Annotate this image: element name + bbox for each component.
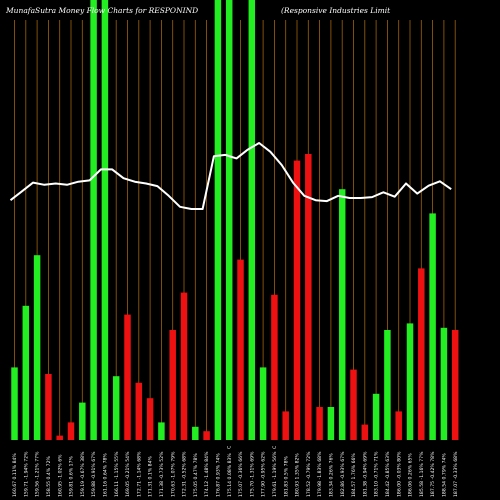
- x-tick-label: 179.61 -1.19% 56%: [272, 451, 278, 497]
- bar-12: [135, 382, 143, 440]
- x-tick-label: 188.54 0.79% 74%: [442, 453, 448, 497]
- bar-27: [305, 154, 312, 440]
- x-tick-label: 177.90 -0.95% 62%: [261, 451, 267, 497]
- x-tick-label: 184.42 -0.85% 63%: [385, 451, 391, 497]
- bar-19: [214, 0, 222, 440]
- bar-15: [169, 330, 176, 440]
- bar-30: [338, 189, 346, 440]
- bar-37: [418, 268, 425, 440]
- x-tick-label: 186.06 0.26% 65%: [408, 453, 414, 497]
- x-tick-labels: 160.67 0.11% 84% 159.71 -1.94% 72% 159.56 …: [12, 451, 459, 497]
- x-tick-label: 181.83 0.5% 78%: [283, 455, 289, 497]
- bar-35: [395, 411, 402, 440]
- x-tick-label: 166.11 -1.15% 55%: [114, 451, 120, 497]
- bar-6: [67, 422, 75, 440]
- bar-5: [56, 435, 63, 440]
- bar-16: [180, 292, 188, 440]
- bar-13: [146, 398, 154, 440]
- bar-26: [293, 160, 301, 440]
- mid-label: C: [227, 446, 233, 449]
- x-tick-label: 174.12 -1.48% 84%: [204, 451, 210, 497]
- bar-31: [350, 369, 357, 440]
- bar-7: [79, 402, 86, 440]
- bar-24: [271, 294, 278, 440]
- chart-title: MunafaSutra Money Flow Charts for RESPON…: [6, 6, 199, 15]
- x-tick-label: 175.14 0.08% 83%: [227, 453, 233, 497]
- x-tick-label: 161.16 0.64% 78%: [103, 453, 109, 497]
- x-tick-label: 175.07 -0.36% 66%: [238, 451, 244, 497]
- x-tick-label: 183.10 -0.71% 71%: [374, 451, 380, 497]
- x-tick-label: 169.05 -0.21% 54%: [125, 451, 131, 497]
- x-tick-label: 182.86 -0.93% 67%: [340, 451, 346, 497]
- chart-subtitle: (Responsive Industries Limit: [281, 6, 391, 15]
- bar-18: [203, 431, 210, 440]
- x-tick-label: 186.00 -0.03% 80%: [396, 451, 402, 497]
- x-tick-label: 160.95 -1.02% 6%: [57, 454, 63, 497]
- x-tick-label: 160.67 0.11% 84%: [12, 453, 18, 497]
- x-tick-label: 175.70 -1.31% 69%: [249, 451, 255, 497]
- bar-11: [124, 314, 131, 440]
- x-tick-label: 172.31 -0.52% 68%: [182, 451, 188, 497]
- x-tick-label: 180.93 1.35% 82%: [295, 453, 301, 497]
- x-tick-label: 159.19 -0.67% 38%: [80, 451, 86, 497]
- bar-1: [11, 367, 18, 440]
- x-tick-label: 170.63 -1.07% 79%: [170, 451, 176, 497]
- x-tick-label: 176.87 0.93% 74%: [216, 453, 222, 497]
- bar-20: [225, 0, 233, 440]
- bar-17: [192, 426, 199, 440]
- bar-14: [158, 422, 165, 440]
- x-tick-label: 172.71 -1.14% 68%: [136, 451, 142, 497]
- bar-9: [101, 0, 109, 440]
- x-tick-label: 175.05 0.47% 78%: [193, 453, 199, 497]
- bar-3: [33, 255, 41, 440]
- x-tick-label: 185.58 -1.16% 77%: [419, 451, 425, 497]
- x-tick-label: 187.75 -0.42% 78%: [430, 451, 436, 497]
- x-tick-label: 181.38 -0.94% 69%: [362, 451, 368, 497]
- bar-22: [248, 0, 256, 440]
- bar-39: [440, 327, 448, 440]
- x-tick-label: 179.98 -1.83% 68%: [317, 451, 323, 497]
- bar-32: [361, 424, 369, 440]
- bar-4: [45, 374, 52, 440]
- x-tick-label: 159.56 -1.21% 77%: [35, 451, 41, 497]
- x-tick-label: 159.81 0.6% 17%: [69, 455, 75, 497]
- bar-29: [327, 407, 335, 440]
- x-tick-label: 171.31 0.1% 84%: [148, 455, 154, 497]
- x-tick-label: 184.57 1.76% 66%: [351, 453, 357, 497]
- mid-label: C: [272, 446, 278, 449]
- bar-34: [384, 330, 391, 440]
- bar-8: [90, 0, 97, 440]
- x-tick-label: 171.38 -0.73% 52%: [159, 451, 165, 497]
- price-line: [9, 142, 452, 210]
- x-tick-label: 158.55 0.4% 72%: [46, 455, 52, 497]
- x-tick-label: 187.07 -0.33% 68%: [453, 451, 459, 497]
- x-tick-label: 159.71 -1.94% 72%: [23, 451, 29, 497]
- bar-33: [372, 393, 380, 440]
- bar-36: [406, 323, 414, 440]
- x-tick-label: 159.88 -0.91% 67%: [91, 451, 97, 497]
- x-tick-label: 183.34 0.26% 76%: [329, 453, 335, 497]
- bar-23: [259, 367, 267, 440]
- bar-40: [451, 330, 459, 440]
- x-tick-label: 178.52 -0.79% 72%: [306, 451, 312, 497]
- bar-10: [112, 376, 120, 440]
- bars: [11, 0, 459, 440]
- bar-21: [237, 259, 244, 440]
- bar-25: [282, 411, 289, 440]
- bar-38: [429, 213, 436, 440]
- bar-28: [316, 407, 323, 440]
- bar-2: [22, 305, 30, 440]
